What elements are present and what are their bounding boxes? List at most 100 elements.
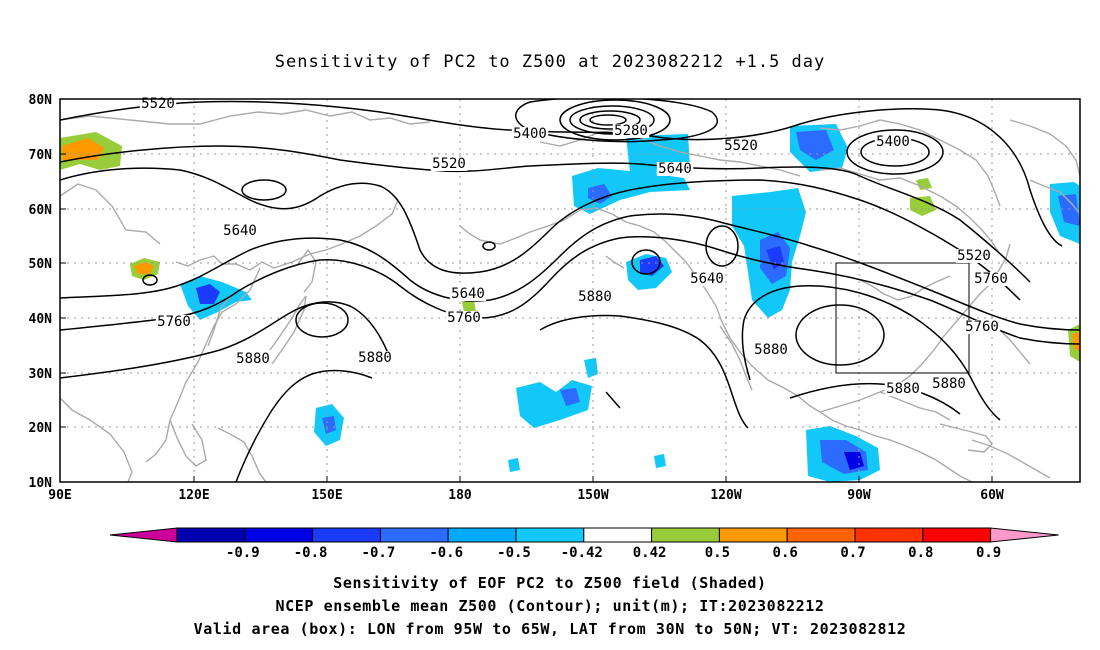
coastline bbox=[939, 423, 993, 453]
positive-patch bbox=[462, 300, 476, 312]
coastline bbox=[60, 109, 431, 125]
sensitivity-shading bbox=[60, 124, 1080, 482]
contour-label-bg bbox=[884, 382, 922, 396]
contour-label: 5760 bbox=[157, 314, 191, 330]
contour-line bbox=[241, 179, 287, 201]
contour-label: 5520 bbox=[724, 138, 758, 154]
contour-label-bg bbox=[722, 139, 760, 153]
contour-label: 5880 bbox=[886, 381, 920, 397]
lat-label: 30N bbox=[29, 367, 53, 382]
contour-label-bg bbox=[955, 249, 993, 263]
colorbar-label: 0.8 bbox=[908, 545, 933, 560]
lat-label: 60N bbox=[29, 203, 53, 218]
colorbar-swatch bbox=[312, 527, 381, 543]
map-figure: 5520 5400 5280 5520 5400 5520 5640 5640 5520 5640… bbox=[29, 93, 1081, 560]
gridlines bbox=[60, 99, 1080, 482]
contour-line bbox=[60, 236, 1080, 345]
contour-label: 5760 bbox=[965, 319, 999, 335]
colorbar-swatch bbox=[854, 527, 924, 543]
positive-patch bbox=[910, 196, 936, 216]
colorbar-swatch bbox=[718, 527, 788, 543]
positive-patch bbox=[916, 178, 932, 190]
contour-label-bg bbox=[221, 224, 259, 238]
coastline bbox=[605, 255, 625, 269]
contour-label: 5880 bbox=[578, 289, 612, 305]
coastline bbox=[60, 183, 161, 245]
contour-label-bg bbox=[576, 290, 614, 304]
coastline bbox=[879, 391, 951, 421]
coastline bbox=[207, 295, 231, 347]
lat-label: 80N bbox=[29, 93, 53, 108]
contour-line bbox=[846, 129, 944, 175]
negative-patch bbox=[766, 246, 784, 270]
contour-label: 5400 bbox=[513, 126, 547, 142]
positive-patch bbox=[1072, 332, 1080, 352]
contour-line bbox=[60, 213, 1080, 331]
coastline bbox=[459, 207, 821, 413]
negative-patch bbox=[796, 130, 834, 160]
lat-label: 10N bbox=[29, 476, 53, 491]
coastline bbox=[999, 329, 1031, 365]
coastline bbox=[297, 248, 317, 293]
contour-line bbox=[235, 369, 373, 482]
contour-label: 5640 bbox=[690, 271, 724, 287]
lat-label: 20N bbox=[29, 421, 53, 436]
coastline bbox=[719, 325, 753, 391]
contour-label: 5880 bbox=[358, 350, 392, 366]
contour-line bbox=[295, 302, 349, 338]
contour-line bbox=[789, 382, 961, 415]
contour-label-bg bbox=[356, 351, 394, 365]
contour-label: 5760 bbox=[974, 271, 1008, 287]
lon-label: 150W bbox=[577, 488, 608, 503]
contour-line bbox=[795, 304, 885, 366]
negative-patch bbox=[654, 454, 666, 468]
colorbar-label: -0.5 bbox=[497, 545, 531, 560]
colorbar-right-tip bbox=[990, 527, 1059, 543]
colorbar bbox=[109, 527, 1059, 543]
colorbar-left-tip bbox=[109, 527, 178, 543]
coastline bbox=[217, 427, 267, 482]
contour-line bbox=[60, 145, 1031, 283]
coastline bbox=[269, 295, 307, 365]
contour-line bbox=[741, 285, 1001, 421]
coastline bbox=[1009, 119, 1080, 177]
contour-label: 5520 bbox=[957, 248, 991, 264]
colorbar-labels: -0.9 -0.8 -0.7 -0.6 -0.5 -0.42 0.42 0.5 0.6 0.7 0.… bbox=[226, 545, 1001, 560]
contour-label-bg bbox=[752, 343, 790, 357]
coastline bbox=[971, 439, 1051, 479]
coastline bbox=[819, 411, 973, 482]
negative-patch bbox=[640, 256, 664, 276]
contour-label: 5400 bbox=[876, 134, 910, 150]
coastline bbox=[175, 191, 399, 271]
contour-label-bg bbox=[656, 162, 694, 176]
contour-label-bg bbox=[963, 320, 1001, 334]
longitude-labels: 90E 120E 150E 180 150W 120W 90W 60W bbox=[48, 488, 1004, 503]
colorbar-swatch bbox=[786, 527, 856, 543]
caption-contour: NCEP ensemble mean Z500 (Contour); unit(… bbox=[275, 597, 825, 615]
contour-label-bg bbox=[449, 287, 487, 301]
negative-patch bbox=[584, 358, 598, 378]
contour-label: 5280 bbox=[614, 123, 648, 139]
latitude-labels: 80N 70N 60N 50N 40N 30N 20N 10N bbox=[29, 93, 53, 491]
contour-label: 5760 bbox=[447, 310, 481, 326]
axis-ticks bbox=[59, 98, 993, 483]
contour-label-bg bbox=[155, 315, 193, 329]
contour-label: 5520 bbox=[432, 156, 466, 172]
lon-label: 120W bbox=[710, 488, 741, 503]
colorbar-label: 0.5 bbox=[705, 545, 730, 560]
coastline bbox=[539, 129, 801, 177]
negative-patch bbox=[588, 184, 612, 204]
coastline bbox=[169, 419, 207, 467]
contour-label: 5880 bbox=[932, 376, 966, 392]
contour-label-bg bbox=[688, 272, 726, 286]
contour-label: 5640 bbox=[658, 161, 692, 177]
contour-line bbox=[539, 314, 749, 429]
contour-label: 5880 bbox=[754, 342, 788, 358]
contour-label-bg bbox=[874, 135, 912, 149]
colorbar-label: -0.8 bbox=[294, 545, 328, 560]
contour-line bbox=[579, 110, 641, 130]
map-frame bbox=[59, 98, 1081, 483]
colorbar-label: -0.42 bbox=[561, 545, 603, 560]
colorbar-swatch bbox=[583, 527, 653, 543]
lon-label: 120E bbox=[178, 488, 209, 503]
